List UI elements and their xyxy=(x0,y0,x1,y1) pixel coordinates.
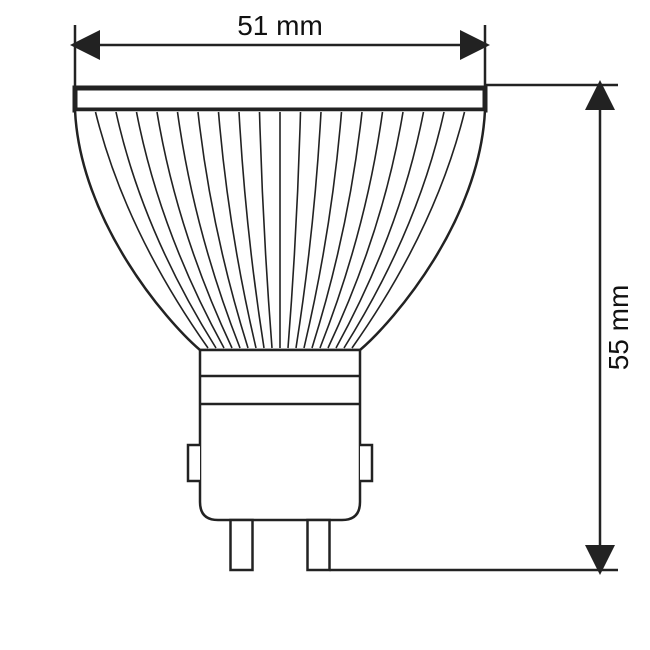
pin-left xyxy=(231,520,253,570)
height-label: 55 mm xyxy=(603,285,634,371)
width-dimension: 51 mm xyxy=(75,10,485,88)
bulb-outline xyxy=(75,88,485,570)
width-label: 51 mm xyxy=(237,10,323,41)
pin-right xyxy=(308,520,330,570)
bulb-dimension-diagram: 51 mm 55 mm xyxy=(0,0,650,650)
